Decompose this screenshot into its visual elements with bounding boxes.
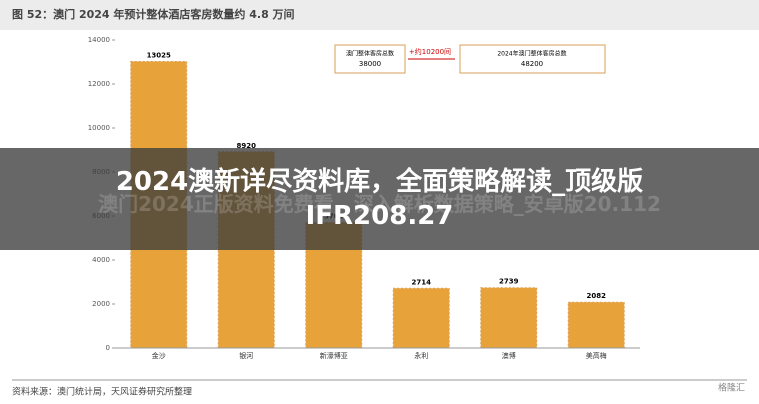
bar [480,287,538,349]
value-label: 8920 [237,142,257,150]
y-tick-label: 2000 [92,300,110,308]
box [334,44,406,74]
x-tick-label: 永利 [414,351,428,360]
box-value: 48200 [521,60,543,68]
watermark: 澳门2024正版资料免费看，深入解析数据策略_安卓版20.112 [98,192,661,216]
logo: 格隆汇 [718,382,745,394]
value-label: 2739 [499,278,519,286]
box-label: 澳门整体客房总数 [346,50,394,58]
y-tick-label: 14000 [88,36,110,44]
y-tick-label: 12000 [88,80,110,88]
x-tick-label: 银河 [239,351,253,360]
value-label: 13025 [147,51,171,59]
source: 资料来源：澳门统计局，天风证券研究所整理 [12,386,192,398]
y-tick-label: 0 [106,344,110,352]
value-label: 2082 [587,292,607,300]
x-tick-label: 金沙 [152,351,166,360]
box-value: 38000 [359,60,381,68]
overlay-title: 2024澳新详尽资料库，全面策略解读_顶级版IFR208.27 [115,167,644,231]
figure-title: 图 52：澳门 2024 年预计整体酒店客房数量约 4.8 万间 [12,7,295,21]
y-tick-label: 4000 [92,256,110,264]
x-tick-label: 美高梅 [586,351,607,360]
value-label: 2714 [412,278,432,286]
title-bar [0,0,759,30]
bar [567,301,625,349]
x-tick-label: 澳博 [502,351,516,360]
box [459,44,606,74]
y-tick-label: 10000 [88,124,110,132]
x-tick-label: 新濠博亚 [320,351,348,360]
bar [392,287,450,349]
banner: 澳门2024正版资料免费看，深入解析数据策略_安卓版20.112 2024澳新详… [0,148,759,250]
box-label: 2024年澳门整体客房总数 [497,50,566,58]
box-delta: +约10200间 [409,47,451,56]
